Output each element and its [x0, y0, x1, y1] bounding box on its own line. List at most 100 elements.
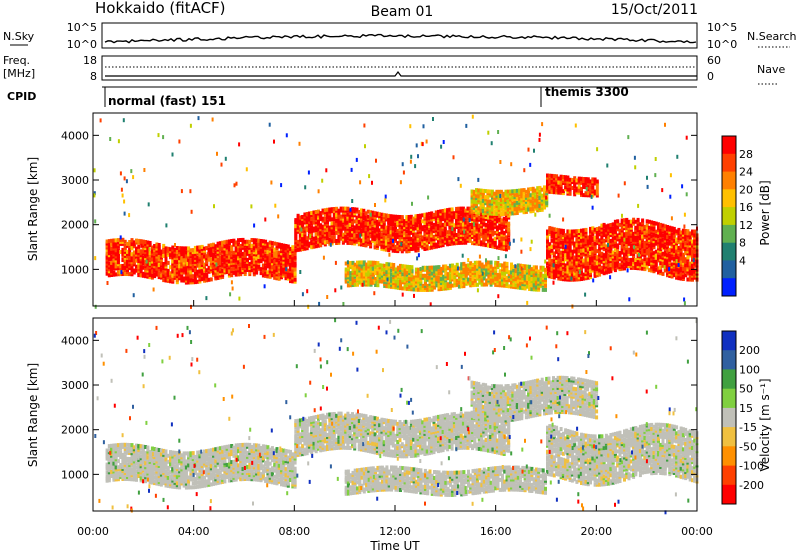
- power-cell: [227, 245, 231, 250]
- power-cell: [243, 241, 247, 246]
- power-cell: [189, 248, 193, 253]
- power-cell: [105, 247, 109, 252]
- power-cell: [223, 244, 227, 249]
- nave-label: Nave: [757, 63, 785, 76]
- power-cell: [232, 266, 236, 271]
- power-cell: [112, 238, 116, 243]
- power-cell: [221, 268, 225, 273]
- power-cell: [252, 260, 256, 265]
- power-cell: [193, 262, 197, 266]
- power-cell: [144, 242, 148, 247]
- power-cell: [135, 268, 138, 273]
- power-cell: [180, 246, 184, 251]
- power-cell: [277, 272, 281, 277]
- power-cell: [150, 245, 154, 250]
- power-cell: [255, 264, 259, 269]
- power-cell: [218, 267, 222, 272]
- power-cell: [250, 238, 254, 242]
- power-cell: [298, 247, 302, 252]
- power-cell: [275, 252, 279, 257]
- cpid-panel: CPID normal (fast) 151 themis 3300: [7, 85, 697, 108]
- power-cell: [286, 244, 290, 249]
- power-cell: [319, 241, 323, 246]
- power-cell: [175, 250, 179, 254]
- power-cell: [193, 280, 197, 285]
- power-cell: [291, 245, 295, 250]
- power-cell: [310, 211, 314, 215]
- power-cell: [252, 256, 256, 261]
- power-cell: [203, 272, 206, 277]
- power-cell: [116, 238, 120, 243]
- nsky-trace: [104, 33, 697, 44]
- power-cell: [203, 246, 206, 251]
- power-cell: [277, 250, 281, 255]
- power-cell: [146, 266, 150, 271]
- power-cell: [257, 258, 261, 263]
- power-cell: [301, 229, 305, 233]
- power-cell: [250, 252, 254, 257]
- power-cell: [284, 244, 288, 248]
- power-cell: [162, 243, 166, 248]
- power-cell: [209, 277, 213, 282]
- power-cell: [246, 241, 249, 246]
- power-cell: [141, 245, 145, 250]
- power-cell: [146, 250, 150, 255]
- power-cell: [291, 253, 295, 258]
- power-cell: [270, 247, 274, 252]
- power-cell: [191, 264, 195, 269]
- power-cell: [178, 252, 182, 257]
- power-cell: [159, 261, 163, 266]
- power-cell: [187, 258, 191, 263]
- power-cell: [157, 255, 161, 259]
- power-cell: [157, 243, 161, 247]
- power-cell: [159, 267, 163, 272]
- power-cell: [268, 252, 272, 257]
- power-cell: [296, 247, 300, 252]
- power-cell: [275, 250, 279, 255]
- power-cell: [268, 240, 272, 245]
- power-cell: [110, 269, 114, 273]
- power-cell: [317, 209, 320, 214]
- power-cell: [171, 245, 175, 250]
- power-cell: [307, 227, 311, 232]
- power-cell: [171, 279, 175, 284]
- power-cell: [241, 237, 245, 242]
- power-cell: [153, 244, 157, 248]
- power-cell: [303, 212, 307, 217]
- power-cell: [218, 241, 222, 246]
- power-cell: [264, 253, 268, 258]
- power-cell: [153, 262, 157, 267]
- power-cell: [317, 227, 320, 232]
- power-cell: [280, 243, 283, 248]
- power-cell: [207, 277, 211, 282]
- cpid-segment-themis: themis 3300: [545, 85, 629, 99]
- power-cell: [137, 244, 141, 249]
- power-cell: [175, 264, 179, 269]
- power-cell: [105, 239, 109, 244]
- power-cell: [264, 259, 268, 264]
- power-feature-5: [344, 260, 547, 292]
- power-cell: [207, 257, 211, 262]
- power-cell: [209, 243, 213, 248]
- power-cell: [227, 249, 231, 254]
- power-cell: [298, 215, 302, 220]
- power-cell: [184, 250, 188, 255]
- power-cell: [110, 250, 114, 255]
- power-cell: [178, 264, 182, 269]
- power-cell: [259, 253, 263, 258]
- power-cell: [246, 264, 249, 268]
- power-cell: [301, 233, 305, 238]
- power-cell: [237, 238, 240, 243]
- power-cell: [207, 247, 211, 252]
- power-cell: [130, 242, 134, 247]
- power-cell: [212, 270, 215, 275]
- power-cell: [241, 258, 245, 262]
- freq-label-1: Freq.: [3, 54, 30, 67]
- power-cell: [184, 246, 188, 251]
- power-cell: [230, 245, 234, 250]
- power-cell: [239, 238, 243, 242]
- power-cell: [105, 265, 109, 270]
- power-cell: [507, 245, 511, 250]
- power-cell: [246, 268, 249, 272]
